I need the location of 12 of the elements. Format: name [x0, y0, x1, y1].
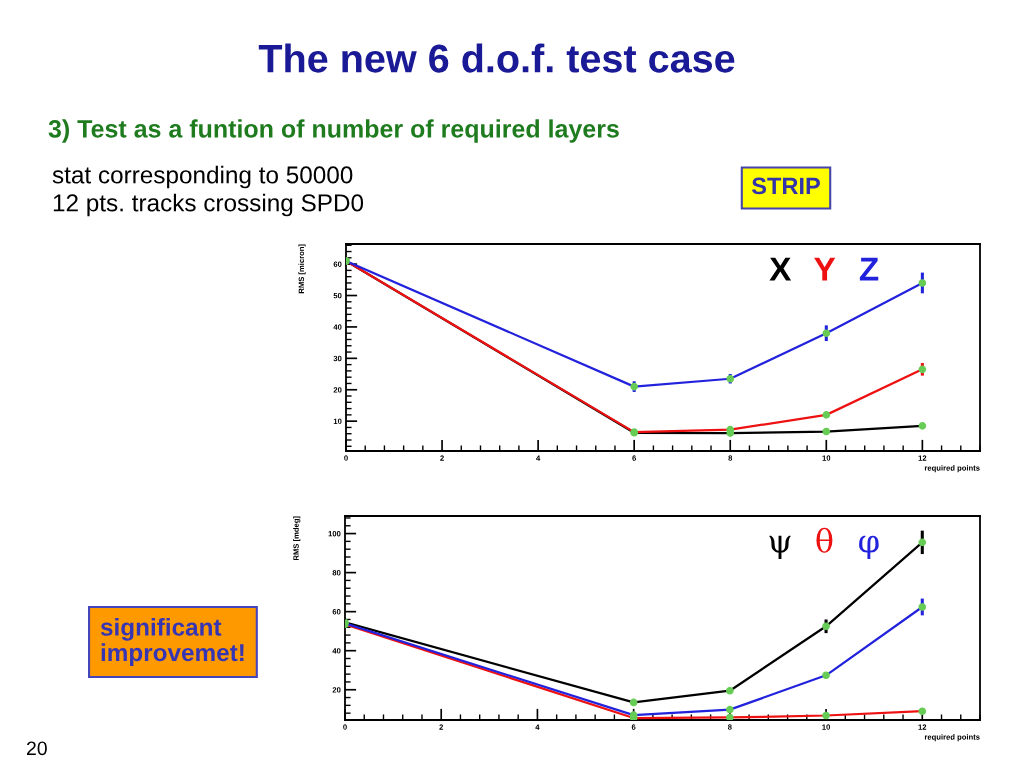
text: Y [814, 257, 836, 281]
text: θ [816, 527, 833, 553]
text: 20 [26, 741, 47, 756]
text: STRIP [751, 177, 820, 195]
series-label: Z [859, 257, 879, 281]
text: significant improvemet! [100, 617, 244, 667]
text: ψ [769, 535, 791, 559]
text: stat corresponding to 50000 12 pts. tracks crossing SPD0 [52, 165, 364, 217]
chart-subtitle: 3) Test as a funtion of number of required layers [48, 119, 619, 143]
series-label: φ [859, 535, 879, 559]
chart-title: The new 6 d.o.f. test case [258, 43, 735, 73]
text: X [769, 257, 792, 281]
